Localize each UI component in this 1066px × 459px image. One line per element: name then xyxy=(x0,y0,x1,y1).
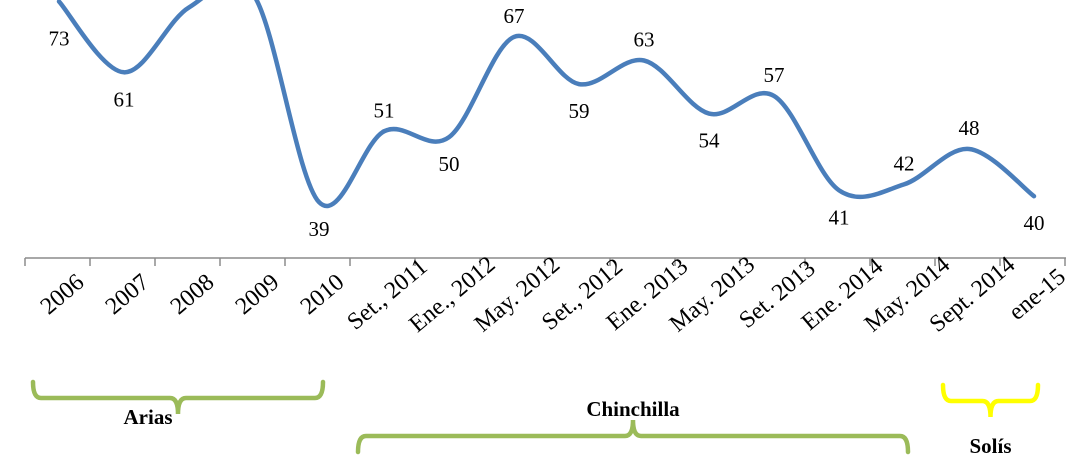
x-tick-label: 2008 xyxy=(166,269,219,320)
x-tick-label: 2006 xyxy=(36,269,89,320)
bracket-1 xyxy=(355,419,911,455)
bracket-label: Chinchilla xyxy=(586,397,680,421)
x-tick-label: 2007 xyxy=(101,269,154,320)
data-label: 51 xyxy=(374,98,395,122)
x-axis xyxy=(24,257,1066,266)
series-line xyxy=(56,0,1037,208)
data-label: 41 xyxy=(829,205,850,229)
data-label: 40 xyxy=(1024,211,1045,235)
data-label: 39 xyxy=(309,217,330,241)
data-label: 54 xyxy=(699,129,721,153)
x-tick-label: 2009 xyxy=(231,269,284,320)
x-tick-label: 2010 xyxy=(296,269,349,320)
data-label: 48 xyxy=(959,116,980,140)
data-label: 50 xyxy=(439,152,460,176)
data-label-layer: 73617274395150675963545741424840 xyxy=(49,4,1045,241)
data-label: 57 xyxy=(764,63,785,87)
series-line-layer xyxy=(56,0,1037,208)
data-label: 67 xyxy=(504,4,525,28)
bracket-label: Arias xyxy=(124,405,173,429)
data-label: 73 xyxy=(49,27,70,51)
bracket-label: Solís xyxy=(969,434,1011,458)
data-label: 42 xyxy=(894,151,915,175)
bracket-2 xyxy=(940,382,1041,418)
data-label: 59 xyxy=(569,99,590,123)
bracket-0 xyxy=(30,379,326,415)
data-label: 61 xyxy=(114,87,135,111)
data-label: 63 xyxy=(634,28,655,52)
annotation-layer: Arias Chinchilla Solís xyxy=(30,379,1041,458)
